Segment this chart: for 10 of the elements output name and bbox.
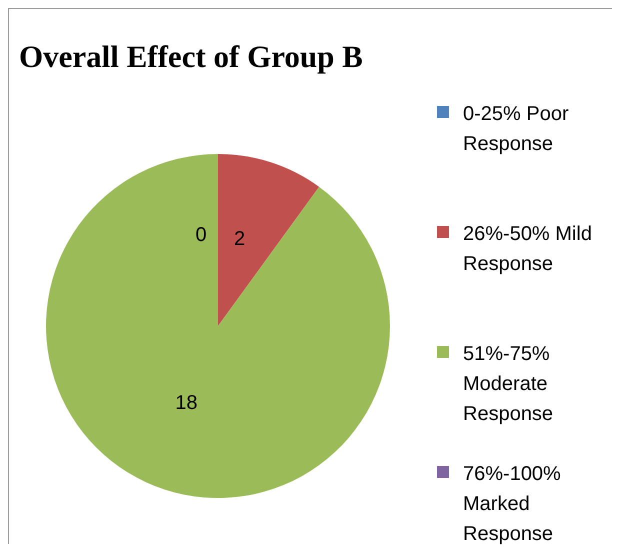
pie-slice — [218, 154, 320, 326]
pie-slice — [46, 154, 390, 498]
legend-label: 26%-50% Mild Response — [463, 222, 593, 277]
legend-label: 0-25% Poor Response — [463, 102, 570, 157]
legend-label: 51%-75% Moderate Response — [463, 342, 554, 427]
text: 0 — [195, 224, 207, 246]
legend-label: 76%-100% Marked Response — [463, 462, 562, 547]
data-label: 18 — [175, 392, 198, 414]
data-label: 2 — [234, 228, 246, 250]
chart-title: Overall Effect of Group B — [19, 39, 363, 75]
